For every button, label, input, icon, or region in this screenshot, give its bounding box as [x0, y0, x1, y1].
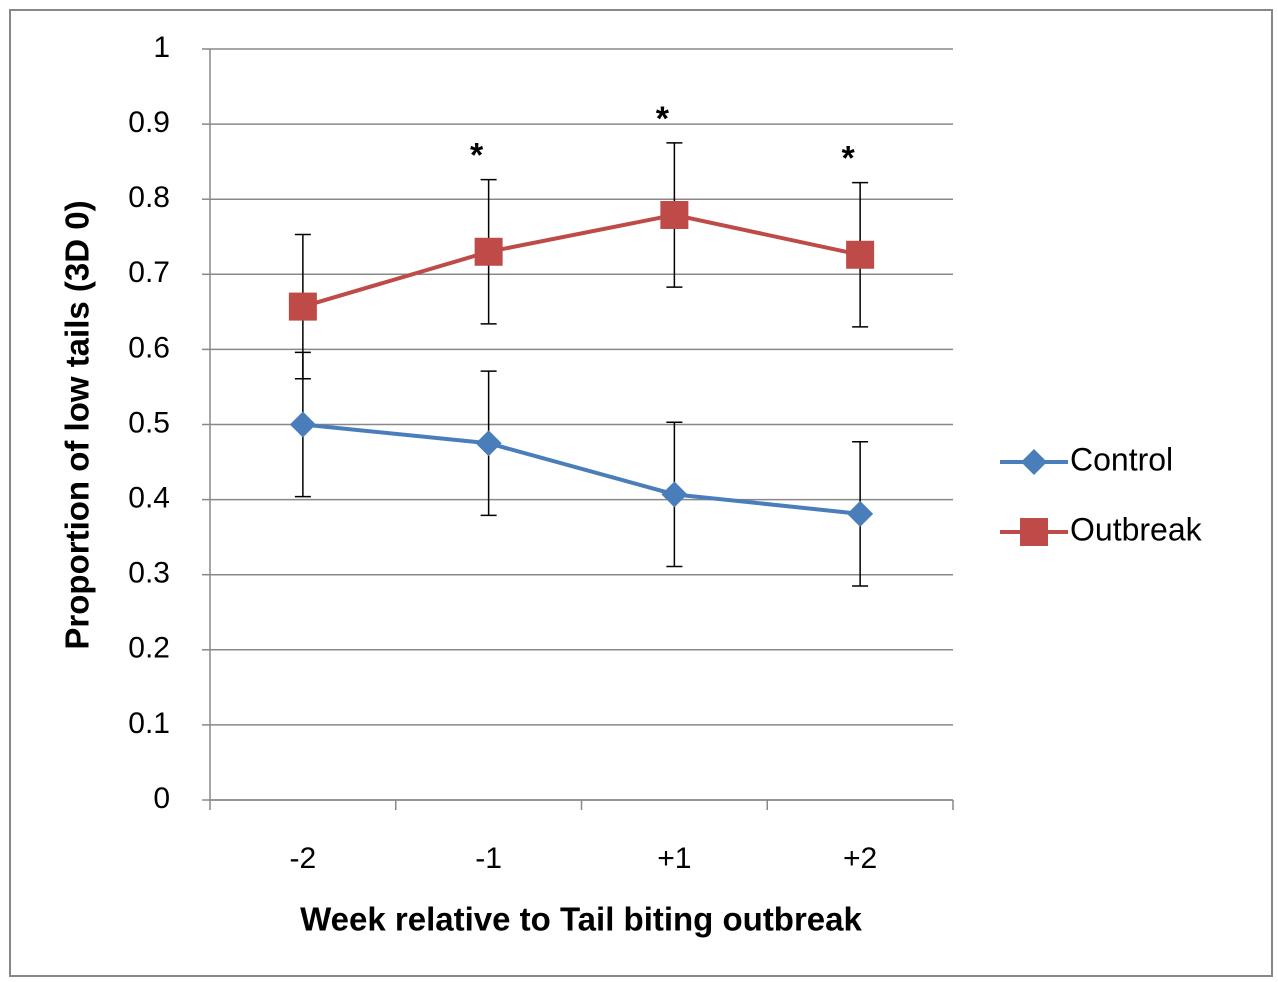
y-tick-label: 0.8 [128, 181, 170, 214]
x-tick-label: -1 [475, 842, 502, 875]
y-tick-label: 0.9 [128, 106, 170, 139]
point [847, 500, 874, 527]
series-line [302, 422, 861, 516]
point [661, 481, 688, 508]
point [660, 200, 689, 229]
annotation: * [842, 140, 856, 178]
y-tick-label: 0.7 [128, 256, 170, 289]
point [288, 292, 317, 321]
legend-marker [1021, 449, 1047, 475]
y-tick-label: 0.5 [128, 406, 170, 439]
point [474, 237, 503, 266]
legend-marker [1020, 518, 1048, 546]
y-tick-label: 0.3 [128, 557, 170, 590]
x-axis-title: Week relative to Tail biting outbreak [300, 901, 862, 938]
annotation: * [470, 137, 484, 175]
point [289, 411, 316, 438]
y-tick-label: 0.2 [128, 632, 170, 665]
point [475, 430, 502, 457]
legend-label: Outbreak [1070, 511, 1203, 547]
point [846, 240, 875, 269]
x-tick-label: +2 [843, 842, 877, 875]
annotation: * [656, 100, 670, 138]
chart-border [9, 9, 1273, 977]
y-tick-label: 0 [153, 782, 170, 815]
x-tick-label: -2 [290, 842, 317, 875]
series-line [302, 212, 861, 309]
legend-label: Control [1070, 441, 1173, 477]
y-tick-label: 0.1 [128, 707, 170, 740]
y-axis-title: Proportion of low tails (3D 0) [59, 200, 96, 649]
x-tick-label: +1 [657, 842, 691, 875]
y-tick-label: 1 [153, 31, 170, 64]
y-tick-label: 0.4 [128, 482, 170, 515]
y-tick-label: 0.6 [128, 331, 170, 364]
